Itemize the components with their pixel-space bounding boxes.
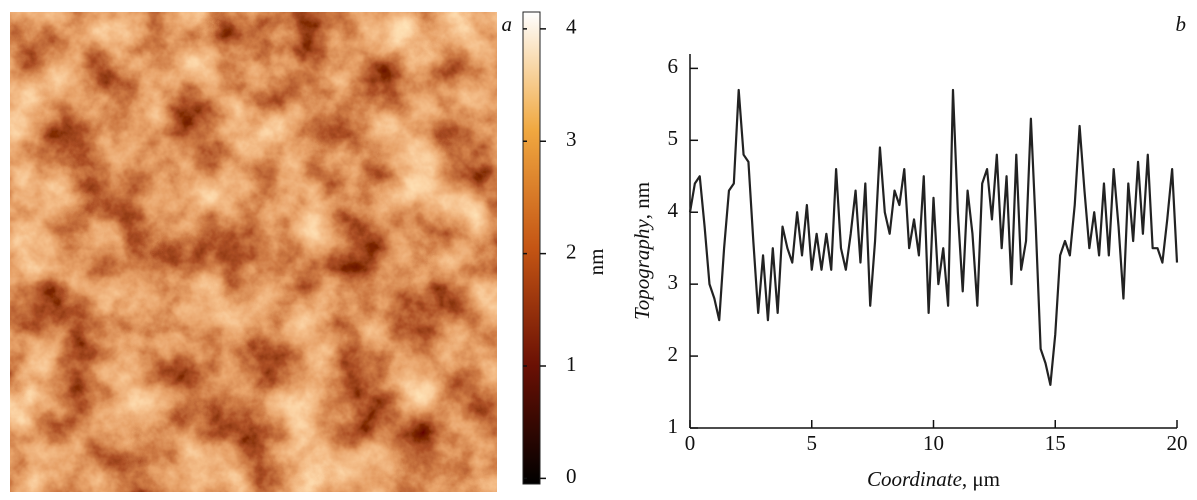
x-tick-label: 0 <box>685 431 696 455</box>
colorbar <box>522 11 541 485</box>
x-tick-label: 20 <box>1167 431 1188 455</box>
y-axis-label: Topography, nm <box>630 182 654 320</box>
y-tick-label: 6 <box>668 54 679 78</box>
x-tick-label: 15 <box>1045 431 1066 455</box>
colorbar-tick-label: 4 <box>566 15 577 39</box>
y-tick-label: 1 <box>668 414 679 438</box>
colorbar-label: nm <box>584 249 608 276</box>
x-tick-label: 5 <box>807 431 818 455</box>
profile-line <box>688 88 1179 386</box>
y-tick-label: 5 <box>668 126 679 150</box>
y-tick-label: 2 <box>668 342 679 366</box>
panel-label: b <box>1176 12 1187 36</box>
x-tick-label: 10 <box>923 431 944 455</box>
colorbar-tick-label: 3 <box>566 127 577 151</box>
colorbar-tick-label: 2 <box>566 239 577 263</box>
afm-image <box>9 11 498 493</box>
y-tick-label: 3 <box>668 270 679 294</box>
y-tick-label: 4 <box>668 198 679 222</box>
colorbar-tick-label: 1 <box>566 352 577 376</box>
x-axis-label: Coordinate, μm <box>867 467 1000 491</box>
colorbar-tick-label: 0 <box>566 464 577 488</box>
panel-label: a <box>502 12 513 36</box>
